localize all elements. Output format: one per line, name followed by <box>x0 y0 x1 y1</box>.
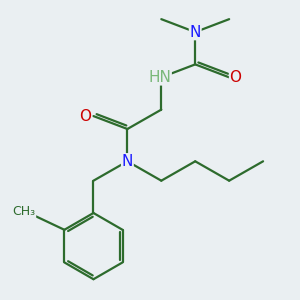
Text: HN: HN <box>148 70 171 85</box>
Text: O: O <box>230 70 242 85</box>
Text: O: O <box>80 109 92 124</box>
Text: N: N <box>190 25 201 40</box>
Text: N: N <box>122 154 133 169</box>
Text: CH₃: CH₃ <box>12 205 36 218</box>
